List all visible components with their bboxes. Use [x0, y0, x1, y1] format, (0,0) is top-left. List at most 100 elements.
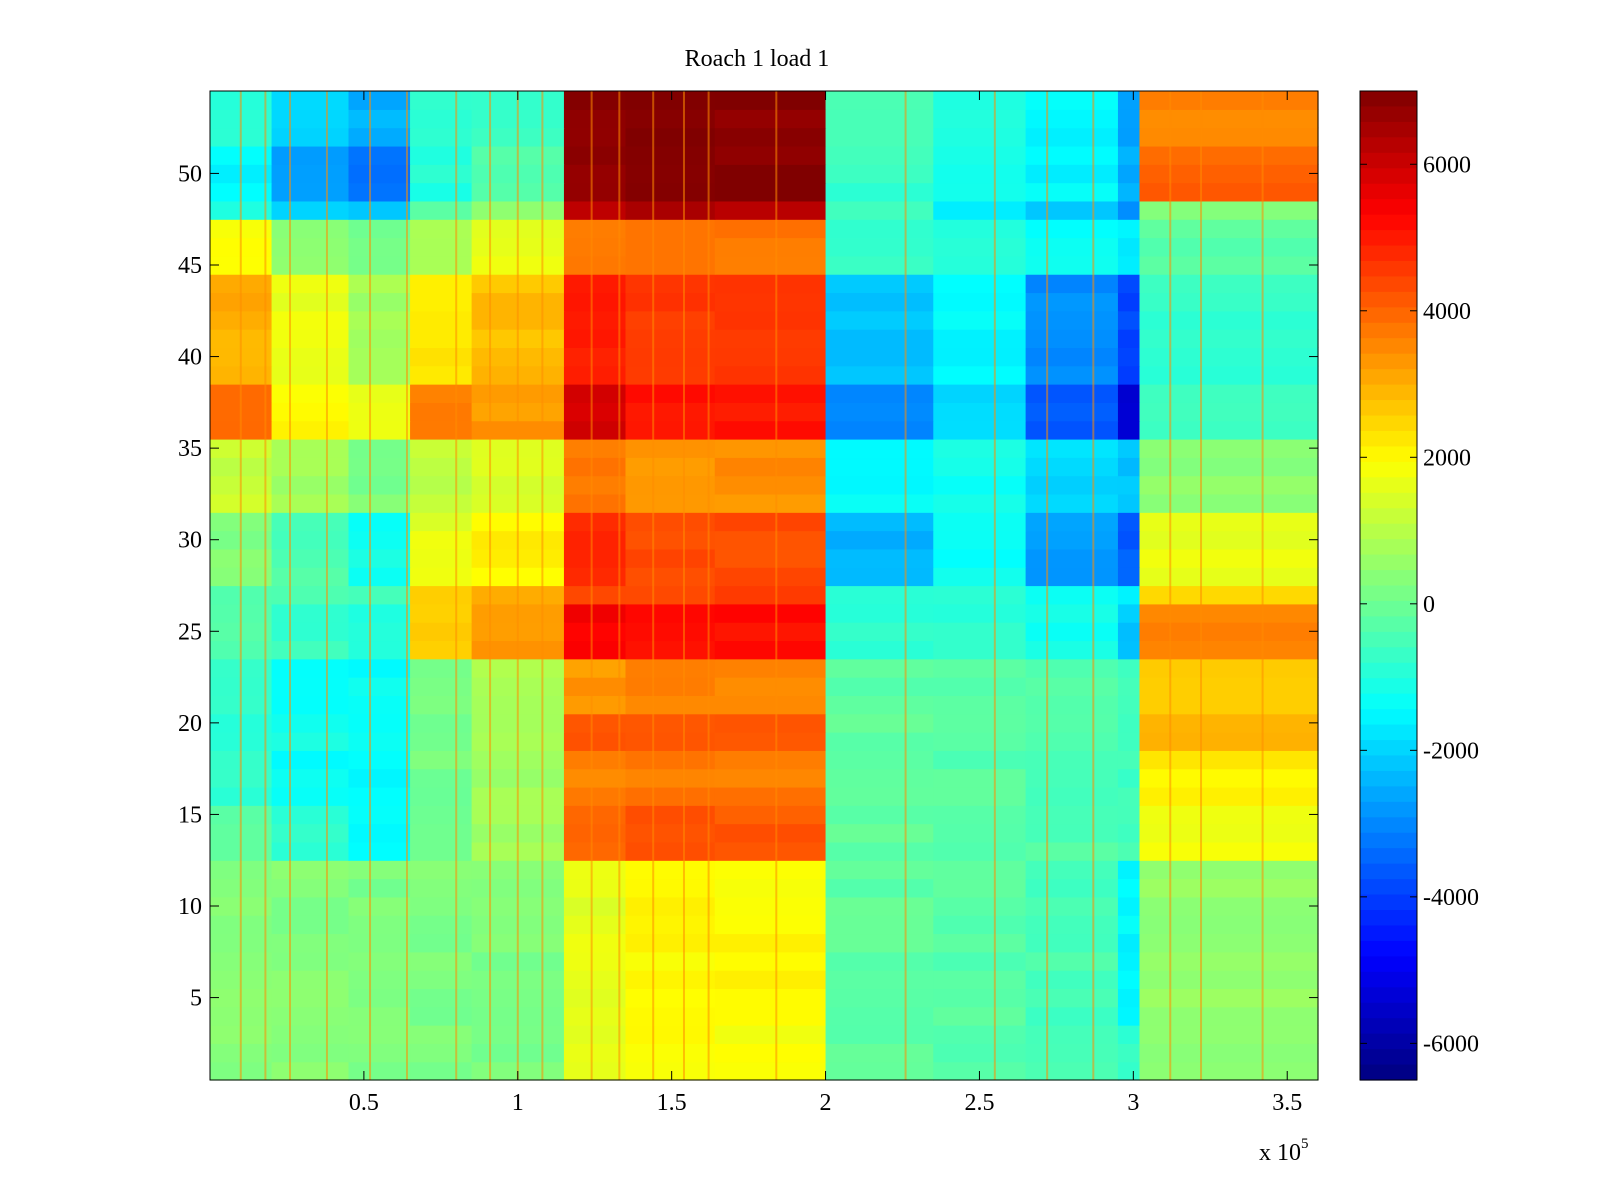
heatmap-cell [1117, 732, 1141, 751]
heatmap-cell [1139, 768, 1319, 788]
heatmap-cell [625, 182, 716, 202]
heatmap-cell [271, 548, 350, 568]
colorbar-step [1360, 152, 1417, 169]
heatmap-cell [1139, 878, 1319, 898]
heatmap-cell [271, 91, 350, 110]
heatmap-cell [1025, 91, 1119, 110]
heatmap-cell [1139, 438, 1319, 458]
heatmap-cell [1025, 255, 1119, 275]
heatmap-streak [682, 91, 685, 1080]
heatmap-cell [271, 164, 350, 184]
colorbar-step [1360, 971, 1417, 988]
colorbar-ticks: 6000 4000 2000 0 -2000 -4000 -6000 [1360, 152, 1479, 1057]
heatmap-cell [348, 640, 411, 660]
heatmap-cell [563, 567, 627, 587]
heatmap-cell [714, 933, 827, 953]
heatmap-cell [714, 988, 827, 1008]
heatmap-cell [348, 384, 411, 403]
heatmap-cell [933, 512, 1027, 532]
heatmap-cell [714, 512, 827, 532]
heatmap-cell [271, 1043, 350, 1063]
heatmap-streaks [239, 91, 1264, 1080]
heatmap-cell [410, 988, 473, 1008]
heatmap-cell [1139, 384, 1319, 403]
heatmap-cell [348, 1025, 411, 1044]
heatmap-cell [271, 365, 350, 385]
y-tick-label: 40 [178, 345, 202, 371]
heatmap-cell [271, 1025, 350, 1044]
heatmap-cell [933, 988, 1027, 1008]
heatmap-cell [625, 402, 716, 422]
heatmap-cell [714, 567, 827, 587]
colorbar-step [1360, 585, 1417, 602]
colorbar-step [1360, 400, 1417, 417]
heatmap-cell [1025, 347, 1119, 367]
heatmap-cell [1117, 274, 1141, 294]
y-tick-label: 50 [178, 161, 202, 187]
heatmap-cell [410, 438, 473, 458]
heatmap-cell [714, 145, 827, 165]
heatmap-cell [410, 823, 473, 843]
heatmap-streak [618, 91, 621, 1080]
heatmap-cell [1117, 1006, 1141, 1026]
heatmap-cell [1139, 329, 1319, 348]
heatmap-cell [348, 896, 411, 916]
heatmap-cell [1117, 1043, 1141, 1063]
heatmap-cell [825, 585, 934, 605]
heatmap-cell [933, 658, 1027, 678]
colorbar-step [1360, 678, 1417, 695]
heatmap-cell [563, 548, 627, 568]
heatmap-cell [348, 713, 411, 733]
heatmap-cell [563, 164, 627, 184]
heatmap-cell [933, 896, 1027, 916]
heatmap-streak [239, 91, 242, 1080]
heatmap-cell [933, 347, 1027, 367]
heatmap-cell [1139, 145, 1319, 165]
heatmap-cell [410, 585, 473, 605]
heatmap-cell [1117, 457, 1141, 477]
heatmap-cell [1117, 713, 1141, 733]
heatmap-cell [1025, 768, 1119, 788]
heatmap-cell [933, 255, 1027, 275]
heatmap-cell [1025, 658, 1119, 678]
colorbar-tick-label: 6000 [1423, 152, 1471, 178]
heatmap-cell [563, 438, 627, 458]
heatmap-cell [625, 200, 716, 220]
heatmap-streak [590, 91, 593, 1080]
colorbar-frame [1359, 90, 1418, 1081]
heatmap-cell [271, 622, 350, 642]
heatmap-cell [933, 970, 1027, 990]
x-axis-ticks: 0.5 1 1.5 2 2.5 3 3.5 [349, 91, 1302, 1116]
heatmap-cell [271, 658, 350, 678]
colorbar-step [1360, 817, 1417, 834]
heatmap-cell [1025, 420, 1119, 440]
heatmap-cell [1117, 164, 1141, 184]
heatmap-cell [825, 695, 934, 715]
heatmap-cell [563, 420, 627, 440]
heatmap-cell [625, 255, 716, 275]
heatmap-cell [1025, 677, 1119, 696]
heatmap-cell [410, 860, 473, 880]
colorbar-step [1360, 291, 1417, 308]
heatmap-cell [410, 347, 473, 367]
heatmap-cell [563, 768, 627, 788]
heatmap-cell [933, 329, 1027, 348]
heatmap-cell [933, 622, 1027, 642]
heatmap-cell [625, 1025, 716, 1044]
y-tick-label: 25 [178, 619, 202, 645]
heatmap-cell [933, 109, 1027, 129]
colorbar-step [1360, 461, 1417, 478]
heatmap-cell [271, 274, 350, 294]
heatmap-cell [825, 164, 934, 184]
heatmap-cell [625, 823, 716, 843]
heatmap-cell [1117, 970, 1141, 990]
heatmap-cell [271, 732, 350, 751]
heatmap-cell [410, 622, 473, 642]
heatmap-cell [933, 768, 1027, 788]
heatmap-cell [1025, 1043, 1119, 1063]
heatmap-cell [933, 292, 1027, 312]
heatmap-cell [410, 970, 473, 990]
heatmap-cell [271, 933, 350, 953]
heatmap-cell [933, 1006, 1027, 1026]
